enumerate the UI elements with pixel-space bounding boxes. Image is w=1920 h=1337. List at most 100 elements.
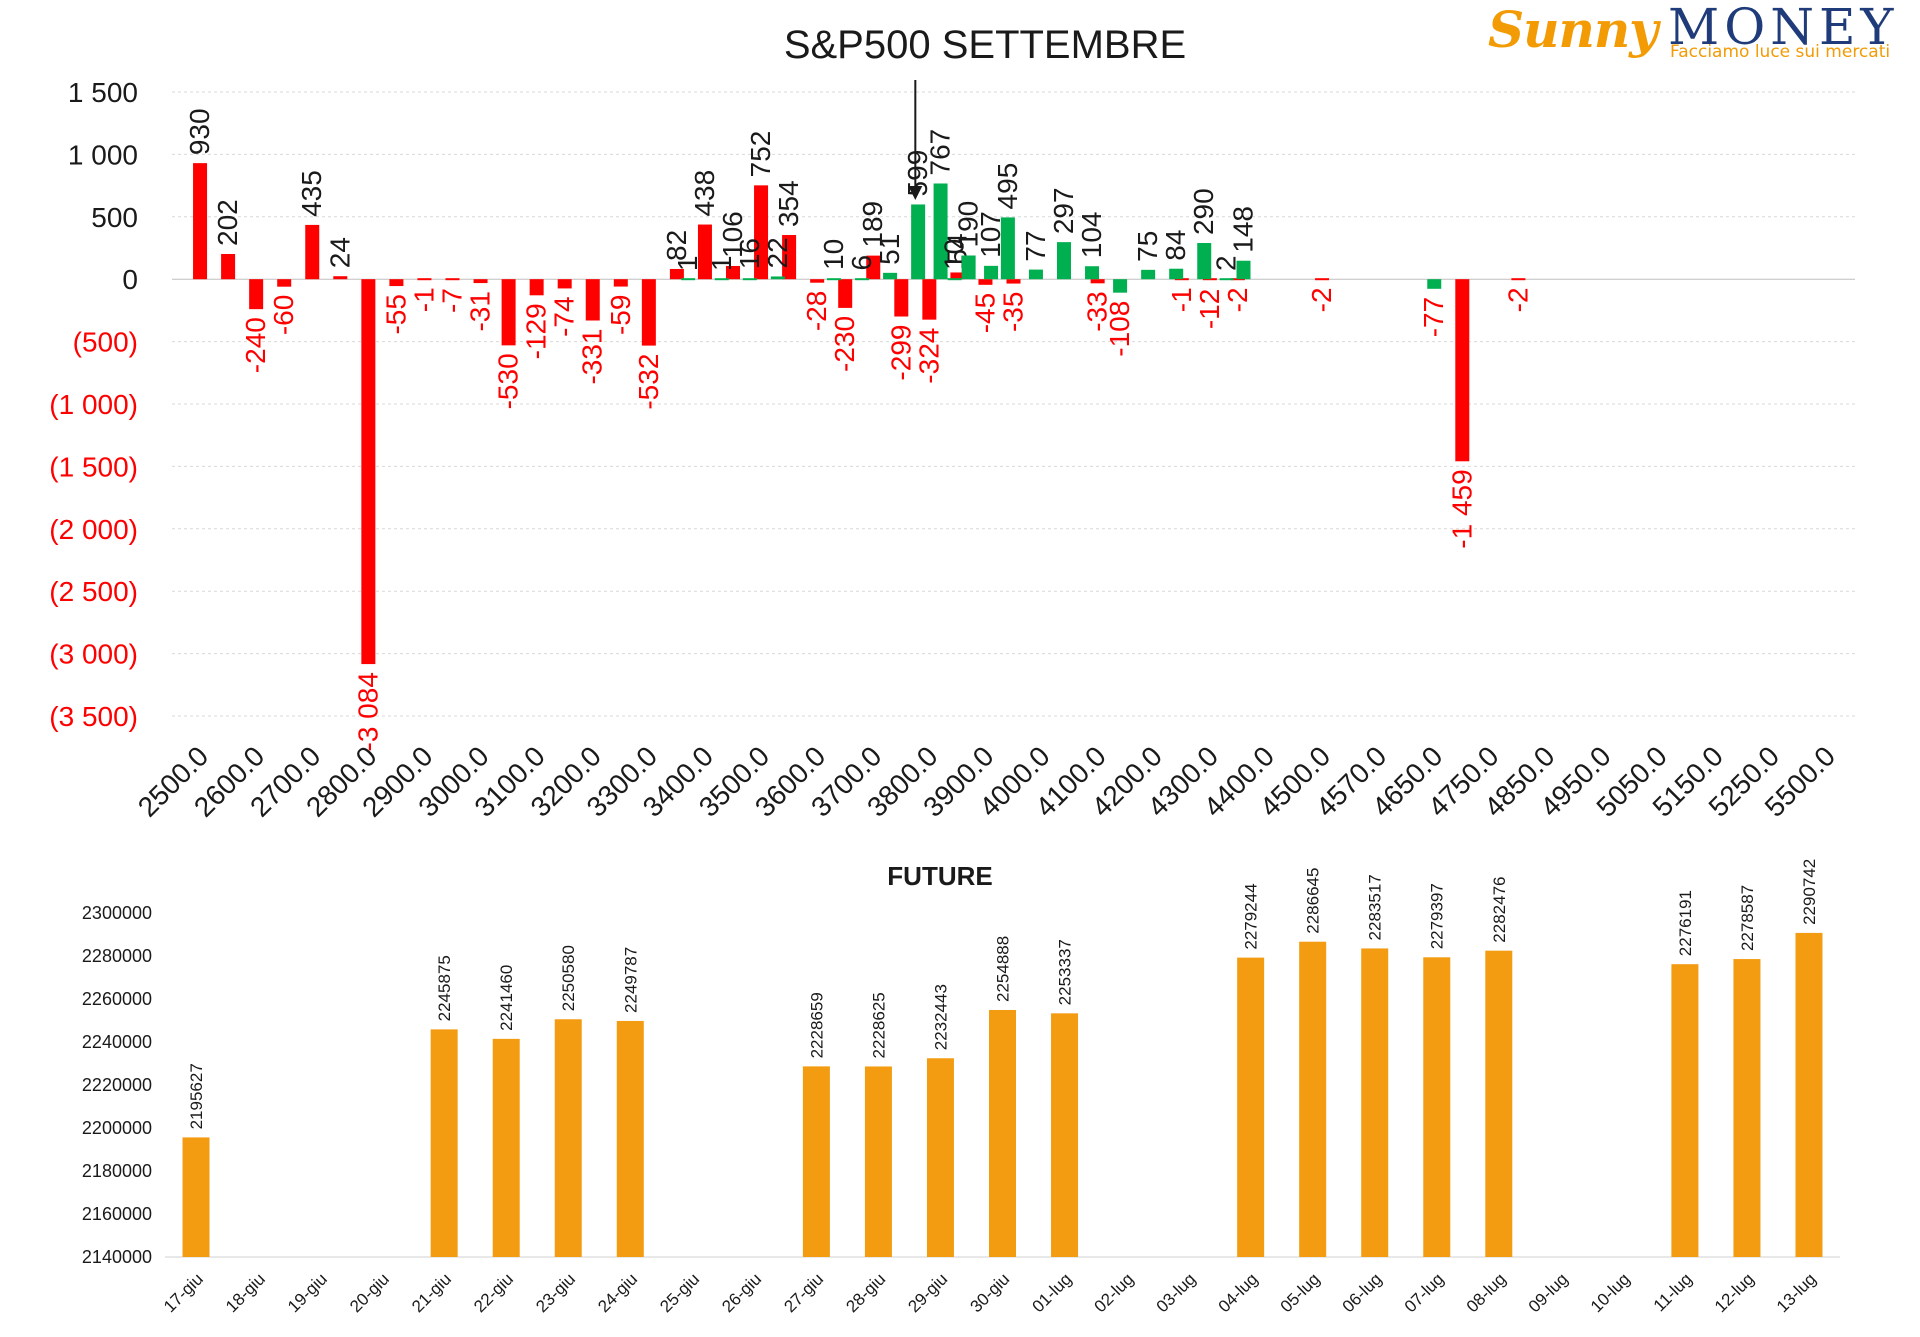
bar-value-label: -530 (493, 353, 524, 409)
bar (950, 272, 965, 280)
bar-value-label: 2276191 (1676, 890, 1695, 956)
bar-value-label: -2 (1222, 287, 1253, 312)
bar (1236, 260, 1251, 280)
bar (557, 279, 572, 289)
bar (1427, 279, 1442, 289)
bar (1795, 932, 1823, 1257)
bar (669, 268, 684, 280)
bar (1237, 957, 1265, 1257)
y-tick-label: (3 000) (49, 639, 138, 670)
bar (1315, 278, 1330, 281)
bar (193, 163, 208, 280)
bar (1090, 279, 1105, 284)
x-tick-label: 07-lug (1401, 1269, 1448, 1316)
bar-value-label: 2278587 (1738, 885, 1757, 951)
bar-value-label: -74 (549, 296, 580, 336)
bar (782, 235, 797, 280)
bar-value-label: -532 (633, 354, 664, 410)
x-tick-label: 25-giu (656, 1269, 703, 1316)
y-tick-label: 2240000 (82, 1032, 152, 1052)
bar-value-label: 104 (1076, 212, 1107, 259)
bar (249, 279, 264, 310)
bar-value-label: 2286645 (1304, 868, 1323, 934)
bar-value-label: -45 (969, 293, 1000, 333)
bar (585, 279, 600, 321)
bar (681, 278, 696, 281)
bar-value-label: -28 (801, 291, 832, 331)
bar (529, 279, 544, 296)
y-tick-label: 500 (91, 202, 138, 233)
bar (855, 278, 870, 281)
bar (1299, 941, 1327, 1257)
bar (714, 278, 729, 281)
chart-title: FUTURE (887, 861, 992, 891)
arrow-head (908, 186, 923, 200)
logo-brand-right: MONEY (1668, 0, 1899, 56)
bar (697, 224, 712, 280)
x-tick-label: 13-lug (1773, 1269, 1820, 1316)
bar-value-label: 2195627 (187, 1063, 206, 1129)
bar (1085, 266, 1100, 280)
bar (810, 279, 825, 283)
bar-value-label: 2290742 (1800, 859, 1819, 925)
y-tick-label: 0 (122, 264, 138, 295)
bar (770, 276, 785, 280)
x-tick-label: 20-giu (346, 1269, 393, 1316)
x-tick-label: 12-lug (1711, 1269, 1758, 1316)
bar-value-label: 1 (706, 255, 737, 271)
bar-value-label: 148 (1228, 206, 1259, 253)
y-tick-label: 2160000 (82, 1204, 152, 1224)
bar-value-label: 930 (184, 108, 215, 155)
bar-value-label: 2282476 (1490, 876, 1509, 942)
bar (894, 279, 909, 317)
bar (361, 279, 376, 665)
bar-value-label: -2 (1306, 287, 1337, 312)
bar (430, 1029, 458, 1257)
x-tick-label: 18-giu (222, 1269, 269, 1316)
bar-value-label: -230 (829, 316, 860, 372)
bar-value-label: -1 (1166, 287, 1197, 312)
x-tick-label: 19-giu (284, 1269, 331, 1316)
y-tick-label: (3 500) (49, 701, 138, 732)
bar (1141, 269, 1156, 280)
bar (1051, 1013, 1079, 1257)
logo-brand-left: Sunny (1488, 0, 1658, 59)
bar-value-label: -3 084 (352, 672, 383, 751)
bar-value-label: -31 (465, 291, 496, 331)
bar (826, 278, 841, 281)
y-tick-label: 2180000 (82, 1161, 152, 1181)
bar (1028, 269, 1043, 280)
bar-value-label: 51 (874, 234, 905, 265)
bar (501, 279, 516, 346)
bar (978, 279, 993, 285)
bar (641, 279, 656, 346)
y-tick-label: 2280000 (82, 946, 152, 966)
bar-value-label: 75 (1132, 231, 1163, 262)
bar (417, 278, 432, 281)
bar (926, 1058, 954, 1257)
x-tick-label: 09-lug (1525, 1269, 1572, 1316)
x-tick-label: 04-lug (1215, 1269, 1262, 1316)
bar (1733, 959, 1761, 1257)
bar-value-label: -240 (240, 317, 271, 373)
bar-value-label: 84 (1160, 230, 1191, 261)
bar-value-label: 752 (745, 131, 776, 178)
bar (221, 253, 236, 280)
bar-value-label: 354 (773, 180, 804, 227)
bar (1511, 278, 1526, 281)
x-tick-label: 17-giu (160, 1269, 207, 1316)
y-tick-label: 1 500 (68, 77, 138, 108)
bar (984, 265, 999, 280)
bar-value-label: 767 (925, 129, 956, 176)
bar-value-label: 2253337 (1056, 939, 1075, 1005)
y-tick-label: (2 500) (49, 576, 138, 607)
bar (742, 278, 757, 281)
bar (1113, 279, 1128, 293)
bar (333, 276, 348, 280)
bar-value-label: 297 (1048, 187, 1079, 234)
bar (305, 224, 320, 280)
bar (554, 1019, 582, 1257)
bar-value-label: 2 (1211, 255, 1242, 271)
bar-value-label: 1 (672, 255, 703, 271)
bar-value-label: 6 (846, 255, 877, 271)
